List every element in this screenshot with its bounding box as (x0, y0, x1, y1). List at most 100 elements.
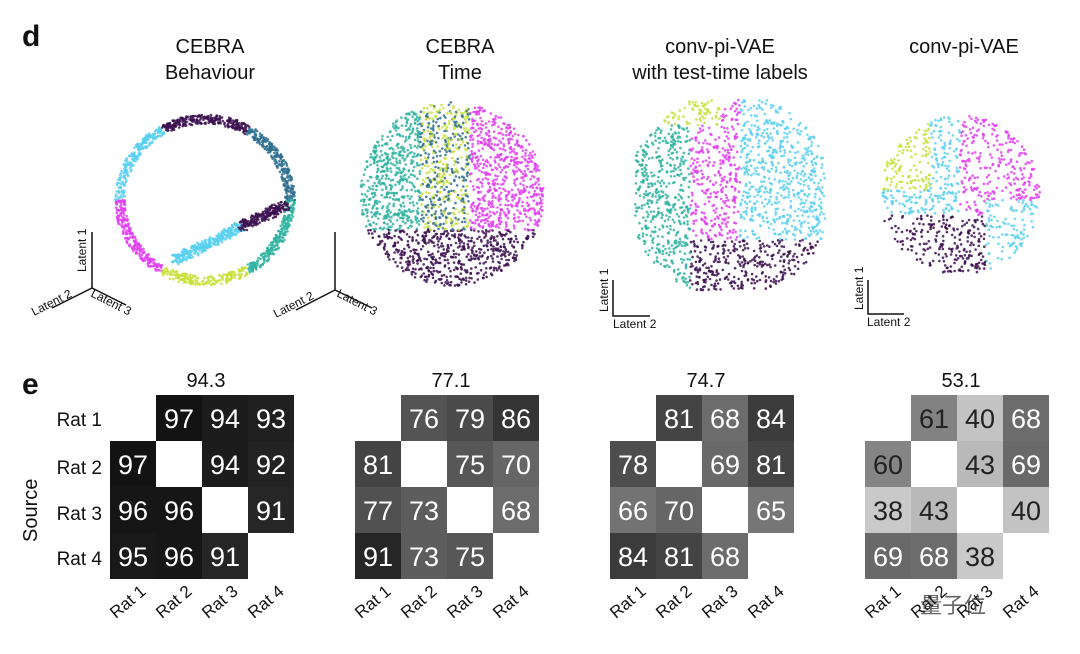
embedding-title-3-line2: with test-time labels (632, 62, 808, 84)
heatmap-3-label-r2c1: 78 (618, 450, 648, 480)
heatmap-1-label-r2c4: 92 (256, 450, 286, 480)
heatmap-1-label-r2c3: 94 (210, 450, 240, 480)
heatmap-3-label-r4c1: 84 (618, 542, 648, 572)
heatmap-2-cell-r1c2 (401, 395, 447, 441)
heatmap-1-cell-r4c1 (110, 533, 156, 579)
heatmap-1-label-r1c2: 97 (164, 404, 194, 434)
heatmap-2-label-r4c1: 91 (363, 542, 393, 572)
heatmap-1-cell-r2c3 (202, 441, 248, 487)
heatmap-2-label-r2c4: 70 (501, 450, 531, 480)
heatmap-2-col-label-2: Rat 2 (397, 582, 440, 623)
heatmap-score-2: 77.1 (431, 370, 471, 392)
heatmap-1-label-r4c1: 95 (118, 542, 148, 572)
heatmap-3-col-label-1: Rat 1 (606, 582, 649, 623)
heatmap-3-col-label-4: Rat 4 (744, 582, 787, 623)
heatmap-2-cell-r1c4 (493, 395, 539, 441)
embedding-scatter-layer (114, 98, 1042, 292)
heatmap-4-label-r1c3: 40 (965, 404, 995, 434)
heatmap-3-label-r2c4: 81 (756, 450, 786, 480)
axis-label-latent3-b: Latent 3 (335, 286, 380, 318)
heatmap-1-col-label-2: Rat 2 (152, 582, 195, 623)
heatmap-1-label-r1c4: 93 (256, 404, 286, 434)
row-label-rat3: Rat 3 (56, 504, 102, 525)
heatmap-4-label-r2c3: 43 (965, 450, 995, 480)
heatmap-1-cell-r3c2 (156, 487, 202, 533)
embedding-title-4: conv-pi-VAE (834, 34, 1080, 60)
heatmap-2-cell-r1c3 (447, 395, 493, 441)
axis-label-latent2-a: Latent 2 (29, 286, 74, 318)
heatmap-2-label-r4c2: 73 (409, 542, 439, 572)
heatmap-2-cell-r2c1 (355, 441, 401, 487)
heatmap-3-cell-r3c1 (610, 487, 656, 533)
axis-triad-1 (51, 232, 127, 309)
heatmap-1-label-r4c3: 91 (210, 542, 240, 572)
axis-label-latent2-d: Latent 2 (867, 315, 911, 329)
heatmap-1-label-r3c1: 96 (118, 496, 148, 526)
heatmap-4-cell-r3c4 (1003, 487, 1049, 533)
heatmap-4-cell-r4c2 (911, 533, 957, 579)
heatmap-2-cell-r3c1 (355, 487, 401, 533)
heatmap-2-cell-r4c1 (355, 533, 401, 579)
axis-corner-4 (867, 280, 904, 315)
embedding-title-2: CEBRA Time (330, 34, 590, 86)
axis-label-latent3-a: Latent 3 (89, 286, 134, 318)
embedding-title-2-line2: Time (438, 62, 482, 84)
heatmap-4-label-r3c2: 43 (919, 496, 949, 526)
y-axis-label-source: Source (20, 478, 42, 542)
heatmap-3-cell-r2c1 (610, 441, 656, 487)
embedding-title-3: conv-pi-VAE with test-time labels (590, 34, 850, 86)
row-label-rat2: Rat 2 (56, 458, 102, 479)
heatmap-4-label-r4c1: 69 (873, 542, 903, 572)
heatmap-4-col-label-4: Rat 4 (999, 582, 1042, 623)
heatmap-1-cell-r4c2 (156, 533, 202, 579)
heatmap-3-label-r3c4: 65 (756, 496, 786, 526)
heatmap-3-label-r1c2: 81 (664, 404, 694, 434)
heatmap-1-label-r4c2: 96 (164, 542, 194, 572)
axis-label-latent1-d: Latent 1 (852, 266, 866, 310)
heatmap-4-cell-r2c1 (865, 441, 911, 487)
heatmap-3-cell-r2c4 (748, 441, 794, 487)
heatmap-3-label-r4c2: 81 (664, 542, 694, 572)
heatmap-1-label-r1c3: 94 (210, 404, 240, 434)
heatmap-4-col-label-1: Rat 1 (861, 582, 904, 623)
watermark: 量子位 (920, 593, 987, 618)
heatmap-2-label-r3c4: 68 (501, 496, 531, 526)
heatmap-2-label-r1c2: 76 (409, 404, 439, 434)
heatmap-4-cell-r3c2 (911, 487, 957, 533)
heatmap-3-cell-r1c3 (702, 395, 748, 441)
heatmap-3-cell-r2c3 (702, 441, 748, 487)
heatmap-4-cell-r2c4 (1003, 441, 1049, 487)
heatmap-3-label-r1c3: 68 (710, 404, 740, 434)
axis-label-latent1-a: Latent 1 (75, 228, 89, 272)
heatmap-1-col-label-1: Rat 1 (106, 582, 149, 623)
heatmap-4-cell-r4c1 (865, 533, 911, 579)
axis-label-latent1-c: Latent 1 (597, 268, 611, 312)
heatmap-2-cell-r2c4 (493, 441, 539, 487)
heatmap-4-label-r3c1: 38 (873, 496, 903, 526)
embedding-title-1-line2: Behaviour (164, 62, 256, 84)
axis-corner-3 (612, 280, 650, 317)
heatmap-4-cell-r4c3 (957, 533, 1003, 579)
heatmap-4-label-r4c2: 68 (919, 542, 949, 572)
heatmap-1-cell-r4c3 (202, 533, 248, 579)
heatmap-2-label-r3c2: 73 (409, 496, 439, 526)
panel-letter-e: e (22, 368, 39, 401)
heatmap-3-cell-r4c2 (656, 533, 702, 579)
heatmap-4-label-r1c4: 68 (1011, 404, 1041, 434)
heatmap-2-cell-r2c3 (447, 441, 493, 487)
heatmap-3-label-r3c2: 70 (664, 496, 694, 526)
embedding-title-3-line1: conv-pi-VAE (665, 36, 775, 58)
heatmap-1-label-r3c2: 96 (164, 496, 194, 526)
heatmap-2-cell-r4c3 (447, 533, 493, 579)
heatmap-1-cell-r3c4 (248, 487, 294, 533)
heatmap-3-cell-r1c4 (748, 395, 794, 441)
heatmap-3-cell-r3c4 (748, 487, 794, 533)
heatmap-3-label-r2c3: 69 (710, 450, 740, 480)
heatmap-2-cell-r4c2 (401, 533, 447, 579)
heatmap-4-cell-r2c3 (957, 441, 1003, 487)
heatmap-2-cell-r3c2 (401, 487, 447, 533)
embedding-title-1: CEBRA Behaviour (80, 34, 340, 86)
